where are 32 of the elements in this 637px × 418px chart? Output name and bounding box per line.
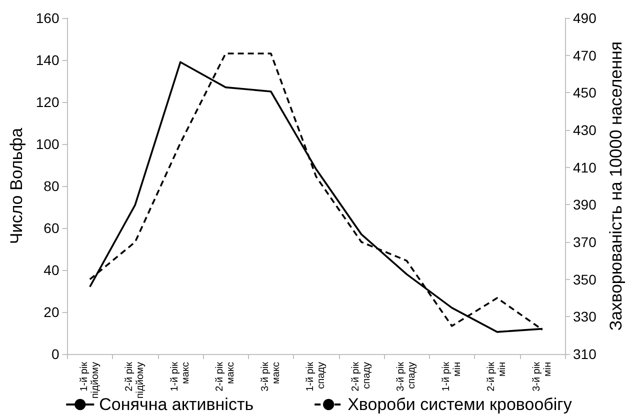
x-tick-label: 3-й рік мін [531, 361, 554, 392]
y2-axis-title: Захворюваність на 10000 населення [606, 41, 626, 331]
x-tick-label: 3-й рік макс [260, 361, 282, 392]
x-tick-label: 2-й рік спаду [350, 361, 372, 392]
y2-tick-label: 490 [573, 10, 597, 26]
y2-tick-label: 470 [573, 47, 597, 64]
y-tick-label: 0 [51, 346, 60, 362]
y2-tick-label: 450 [573, 84, 597, 101]
y-tick-label: 80 [44, 178, 60, 194]
x-tick-label: 3-й рік спаду [396, 361, 418, 392]
y-tick-label: 100 [36, 136, 60, 152]
x-tick-label: 1-й рік спаду [305, 361, 328, 392]
y2-tick-label: 310 [573, 346, 597, 362]
y2-tick-label: 330 [573, 308, 597, 325]
y2-tick-label: 370 [573, 234, 597, 250]
x-tick-label: 1-й рік макс [169, 361, 192, 392]
y-axis-title: Число Вольфа [7, 127, 26, 244]
x-tick-label: 1-й рік мін [440, 361, 463, 392]
y2-tick-label: 390 [573, 196, 597, 213]
x-tick-label: 2-й рік макс [214, 361, 237, 392]
y-tick-label: 20 [44, 304, 60, 320]
y2-tick-label: 430 [573, 122, 597, 138]
legend-label: Хвороби системи кровообігу [348, 395, 572, 414]
y-tick-label: 40 [44, 262, 60, 278]
y-tick-label: 60 [44, 220, 60, 236]
y-tick-label: 160 [36, 10, 60, 26]
x-tick-label: 2-й рік мін [486, 361, 508, 392]
y-tick-label: 140 [36, 52, 60, 68]
y2-tick-label: 350 [573, 271, 597, 288]
y2-tick-label: 410 [573, 159, 597, 176]
x-tick-label: 1-й рік підйому [78, 361, 101, 399]
y-tick-label: 120 [36, 94, 60, 110]
